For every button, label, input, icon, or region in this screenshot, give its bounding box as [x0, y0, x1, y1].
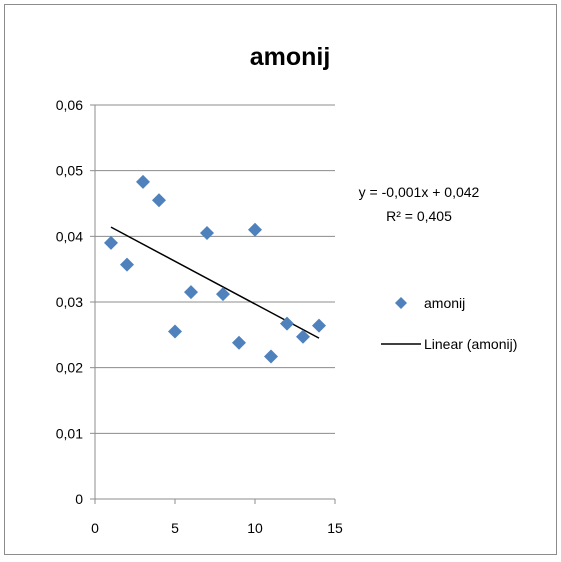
data-point-4	[152, 193, 166, 208]
data-point-5	[168, 324, 182, 339]
x-tick-label-3: 15	[327, 520, 343, 536]
axes	[94, 105, 335, 500]
data-point-13	[296, 329, 310, 344]
chart-title: amonij	[250, 43, 331, 71]
data-point-1	[104, 235, 118, 250]
scatter-chart: amonij 00,010,020,030,040,050,06 0 5 10 15 …	[56, 43, 518, 536]
legend-marker-amonij	[395, 297, 407, 309]
legend-label-amonij: amonij	[424, 295, 465, 311]
data-point-12	[280, 316, 294, 331]
x-tick-label-1: 5	[171, 520, 179, 536]
trendline-r-squared: R² = 0,405	[386, 208, 452, 224]
y-tick-label-0: 0	[75, 491, 83, 507]
legend-label-trendline: Linear (amonij)	[424, 336, 517, 352]
chart-area: amonij 0 0,01 0,02 0,03 0,04 0,05 0,06 0 5 10 15 …	[4, 4, 557, 555]
y-tick-label-1: 0,01	[56, 425, 83, 441]
data-point-9	[232, 335, 246, 350]
data-point-10	[248, 222, 262, 237]
x-axis-ticks: 0 5 10 15	[91, 499, 343, 536]
y-axis-ticks: 0 0,01 0,02 0,03 0,04 0,05 0,06	[56, 97, 95, 507]
y-tick-label-2: 0,02	[56, 360, 83, 376]
trendline-equation: y = -0,001x + 0,042	[359, 184, 480, 200]
data-point-14	[312, 318, 326, 333]
data-point-6	[184, 285, 198, 300]
x-tick-label-0: 0	[91, 520, 99, 536]
data-point-7	[200, 226, 214, 241]
y-tick-label-6: 0,06	[56, 97, 83, 113]
y-tick-label-3: 0,03	[56, 294, 83, 310]
legend: amonij Linear (amonij)	[381, 295, 517, 352]
data-point-2	[120, 257, 134, 272]
data-point-3	[136, 174, 150, 189]
data-points	[104, 174, 326, 364]
data-point-8	[216, 287, 230, 302]
x-tick-label-2: 10	[247, 520, 263, 536]
y-tick-label-5: 0,05	[56, 163, 83, 179]
data-point-11	[264, 349, 278, 364]
y-tick-label-4: 0,04	[56, 228, 83, 244]
gridlines	[95, 104, 335, 434]
